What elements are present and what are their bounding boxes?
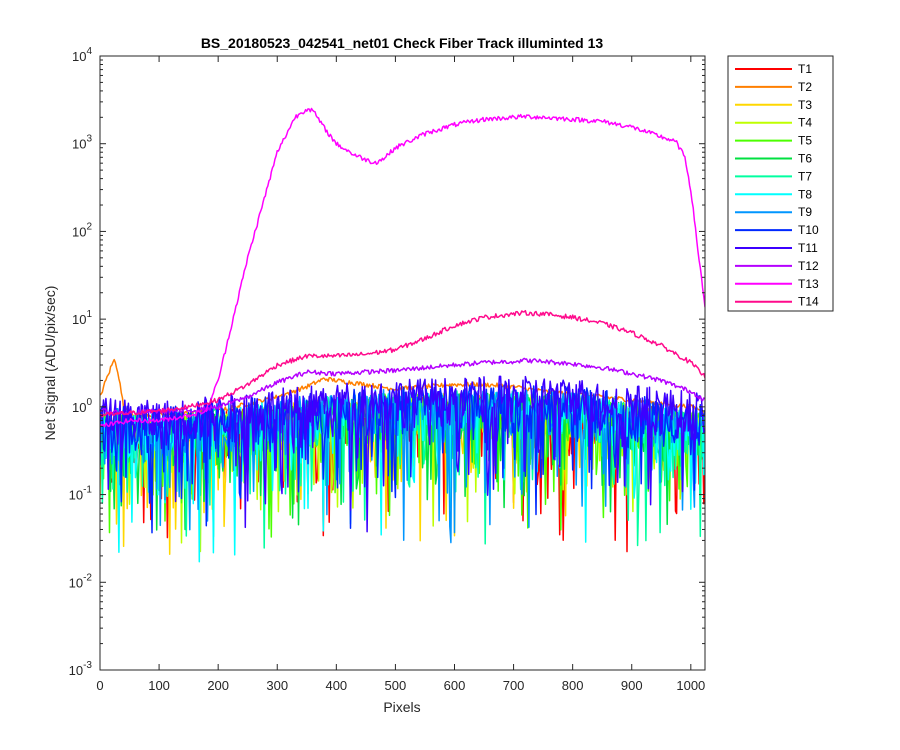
legend-label: T14 (798, 295, 819, 309)
y-tick-exponent: 1 (86, 309, 92, 320)
chart-title: BS_20180523_042541_net01 Check Fiber Tra… (201, 35, 604, 51)
x-tick-label: 500 (385, 678, 407, 693)
ticks-layer: 0 100 200 300 400 500 600 700 800 900 100010-310-2… (69, 46, 706, 693)
y-tick-base: 10 (72, 137, 86, 152)
legend-label: T11 (798, 241, 818, 255)
legend-label: T1 (798, 62, 812, 76)
x-tick-label: 900 (621, 678, 643, 693)
x-tick-label: 300 (266, 678, 288, 693)
legend-label: T3 (798, 98, 812, 112)
y-tick-label: 104 (72, 46, 92, 64)
series-layer (100, 107, 705, 563)
x-tick-label: 200 (207, 678, 229, 693)
y-tick-label: 102 (72, 221, 92, 239)
x-tick-label: 600 (444, 678, 466, 693)
legend-label: T4 (798, 116, 812, 130)
x-tick-label: 100 (148, 678, 170, 693)
y-tick-label: 10-2 (69, 572, 93, 590)
legend-box (727, 55, 834, 312)
series-line-t12 (100, 357, 705, 416)
legend-label: T12 (798, 259, 819, 273)
y-tick-base: 10 (72, 49, 86, 64)
series-line-t13 (100, 107, 705, 428)
y-tick-label: 103 (72, 134, 92, 152)
y-tick-base: 10 (72, 312, 86, 327)
legend-label: T6 (798, 152, 812, 166)
y-tick-label: 10-1 (69, 485, 93, 503)
series-line-t11 (100, 375, 705, 533)
legend: T1 T2 T3 T4 T5 T6 T7 T8 T9 T10 T11 T12 T13 T14 (727, 55, 834, 312)
y-tick-base: 10 (72, 400, 86, 415)
y-tick-label: 100 (72, 397, 92, 415)
y-tick-base: 10 (69, 575, 83, 590)
legend-label: T9 (798, 205, 812, 219)
legend-label: T5 (798, 134, 812, 148)
y-tick-base: 10 (69, 663, 83, 678)
plot-area (100, 56, 705, 670)
y-tick-exponent: -3 (83, 660, 92, 671)
y-axis-label: Net Signal (ADU/pix/sec) (42, 286, 58, 441)
x-tick-label: 400 (325, 678, 347, 693)
y-tick-exponent: -2 (83, 572, 92, 583)
legend-label: T10 (798, 223, 819, 237)
x-axis-label: Pixels (383, 699, 420, 715)
legend-items: T1 T2 T3 T4 T5 T6 T7 T8 T9 T10 T11 T12 T13 T14 (735, 62, 819, 309)
legend-label: T7 (798, 169, 812, 183)
y-tick-exponent: -1 (83, 485, 92, 496)
x-tick-label: 1000 (676, 678, 705, 693)
y-tick-exponent: 2 (86, 221, 92, 232)
legend-label: T13 (798, 277, 819, 291)
y-tick-exponent: 0 (86, 397, 92, 408)
y-tick-exponent: 3 (86, 134, 92, 145)
x-tick-label: 700 (503, 678, 525, 693)
x-tick-label: 800 (562, 678, 584, 693)
y-tick-label: 101 (72, 309, 92, 327)
y-tick-label: 10-3 (69, 660, 93, 678)
legend-label: T2 (798, 80, 812, 94)
series-line-t14 (100, 309, 705, 418)
legend-label: T8 (798, 187, 812, 201)
y-tick-base: 10 (69, 488, 83, 503)
x-tick-label: 0 (96, 678, 103, 693)
y-tick-exponent: 4 (86, 46, 92, 57)
y-tick-base: 10 (72, 224, 86, 239)
axes-box (99, 55, 706, 671)
